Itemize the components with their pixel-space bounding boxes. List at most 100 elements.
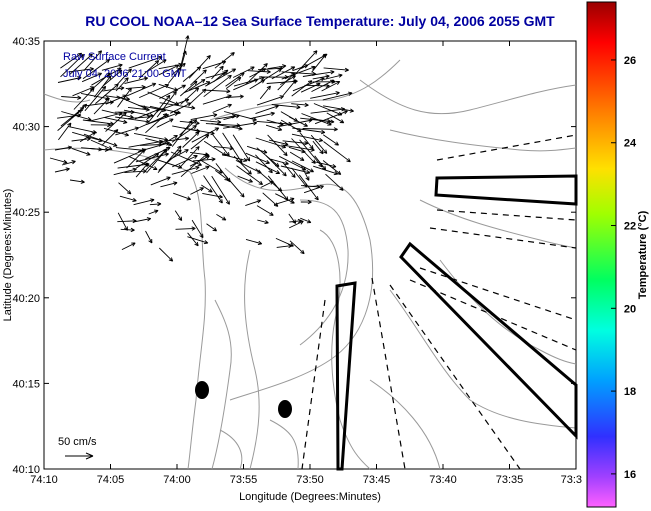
current-vector — [213, 69, 229, 83]
y-tick-label: 40:35 — [12, 36, 40, 48]
current-vector — [60, 53, 85, 78]
current-vector — [84, 85, 107, 112]
current-vector — [160, 134, 178, 146]
marker-1 — [195, 381, 209, 399]
current-vector — [256, 205, 274, 216]
current-vector — [311, 53, 327, 73]
current-vector — [289, 240, 305, 255]
current-vector — [93, 75, 112, 98]
current-vector — [124, 76, 149, 84]
current-vector — [233, 76, 265, 87]
current-vector — [260, 180, 274, 188]
current-vector — [303, 185, 324, 194]
current-vector — [282, 79, 297, 96]
current-vector — [300, 165, 310, 181]
current-vector — [310, 91, 340, 99]
current-vector — [289, 220, 304, 229]
current-vector — [291, 133, 324, 143]
y-axis-label: Latitude (Degrees:Minutes) — [2, 189, 14, 322]
current-vector — [205, 68, 237, 87]
bathymetry-contours — [43, 59, 577, 470]
current-vector — [174, 210, 183, 221]
current-vector — [101, 63, 123, 71]
x-tick-label: 73:35 — [496, 474, 524, 486]
current-vector — [216, 214, 227, 221]
current-vector — [81, 72, 103, 83]
x-tick-label: 74:00 — [163, 474, 191, 486]
current-vector — [150, 176, 171, 186]
current-vector — [314, 110, 348, 125]
y-axis: 40:35 40:30 40:25 40:20 40:15 40:10 — [12, 36, 576, 476]
current-vector — [214, 52, 235, 69]
current-vector — [156, 118, 174, 128]
y-tick-label: 40:30 — [12, 122, 40, 134]
x-tick-label: 74:05 — [97, 474, 125, 486]
x-tick-label: 73:45 — [363, 474, 391, 486]
current-vector — [171, 120, 193, 147]
current-vector — [259, 85, 271, 100]
current-vector — [201, 184, 213, 193]
current-vector — [61, 95, 82, 100]
current-vector — [133, 217, 152, 223]
current-vector — [69, 179, 85, 184]
current-vector — [291, 80, 313, 97]
current-vector — [313, 165, 339, 176]
current-vector — [90, 139, 113, 150]
current-vector — [225, 76, 242, 89]
current-vector — [232, 134, 251, 162]
current-vector — [113, 167, 137, 176]
colorbar-tick-label: 18 — [624, 386, 636, 398]
current-vector — [292, 50, 318, 78]
current-vector — [300, 217, 312, 224]
current-vector — [281, 144, 315, 152]
current-vector — [323, 67, 349, 73]
current-vector — [171, 165, 200, 175]
current-vector — [117, 68, 132, 85]
current-vector — [160, 181, 178, 188]
current-vector — [171, 125, 197, 143]
current-vector — [221, 153, 248, 163]
current-vector — [187, 232, 199, 247]
y-tick-label: 40:10 — [12, 464, 40, 476]
current-vector — [61, 160, 76, 166]
current-vector — [57, 109, 83, 131]
current-vector — [158, 247, 174, 262]
current-vector — [49, 157, 68, 164]
current-vector — [233, 155, 252, 175]
colorbar-tick-label: 26 — [624, 55, 636, 67]
colorbar-ticks: 26 24 22 20 18 16 — [611, 55, 637, 481]
current-vector — [265, 155, 287, 177]
current-vector — [291, 160, 314, 173]
current-vector — [191, 165, 210, 174]
current-vector — [117, 87, 132, 108]
current-vector — [128, 55, 163, 69]
current-vector — [256, 95, 284, 106]
current-vector — [292, 77, 325, 92]
current-vector — [310, 107, 346, 114]
current-vector — [237, 175, 253, 183]
current-vector — [57, 76, 82, 83]
x-tick-label: 73:3 — [561, 474, 582, 486]
y-tick-label: 40:20 — [12, 293, 40, 305]
current-vector — [203, 74, 232, 98]
current-vector — [289, 151, 305, 161]
current-vector — [156, 98, 190, 112]
current-vector — [104, 116, 128, 124]
current-vector — [187, 236, 209, 245]
current-vector — [148, 209, 159, 215]
current-vector — [245, 199, 262, 207]
current-vector — [310, 134, 328, 154]
current-vector — [202, 192, 223, 199]
current-vector — [233, 78, 259, 91]
current-vector — [156, 90, 177, 118]
current-vector — [311, 79, 335, 93]
colorbar-tick-label: 16 — [624, 469, 636, 481]
x-tick-label: 73:40 — [429, 474, 457, 486]
current-vector — [249, 111, 275, 120]
current-vector — [211, 175, 230, 205]
current-vector — [200, 119, 222, 125]
x-axis: 74:10 74:05 74:00 73:55 73:50 73:45 73:40 73:35… — [30, 41, 582, 486]
current-vector — [302, 127, 338, 132]
current-vector — [105, 111, 127, 132]
current-vector — [323, 141, 351, 163]
